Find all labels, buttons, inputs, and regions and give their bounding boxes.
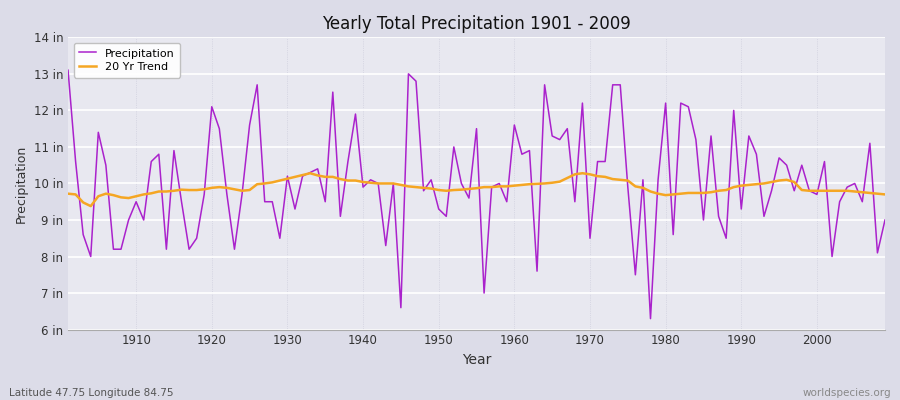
Precipitation [501, 199, 512, 204]
Legend: Precipitation, 20 Yr Trend: Precipitation, 20 Yr Trend [74, 43, 180, 78]
20 Yr Trend [130, 194, 141, 199]
Line: 20 Yr Trend: 20 Yr Trend [68, 173, 885, 206]
Precipitation [63, 68, 74, 73]
Line: Precipitation: Precipitation [68, 70, 885, 319]
Text: worldspecies.org: worldspecies.org [803, 388, 891, 398]
20 Yr Trend [879, 192, 890, 197]
Precipitation [645, 316, 656, 321]
Precipitation [290, 207, 301, 212]
20 Yr Trend [350, 178, 361, 183]
Precipitation [123, 218, 134, 222]
20 Yr Trend [524, 182, 535, 186]
20 Yr Trend [615, 178, 626, 182]
20 Yr Trend [297, 173, 308, 178]
Text: Latitude 47.75 Longitude 84.75: Latitude 47.75 Longitude 84.75 [9, 388, 174, 398]
Y-axis label: Precipitation: Precipitation [15, 144, 28, 222]
Precipitation [879, 218, 890, 222]
X-axis label: Year: Year [462, 353, 491, 367]
20 Yr Trend [305, 171, 316, 176]
20 Yr Trend [86, 204, 96, 208]
20 Yr Trend [517, 182, 527, 187]
20 Yr Trend [63, 191, 74, 196]
Precipitation [508, 123, 519, 128]
Precipitation [599, 159, 610, 164]
Title: Yearly Total Precipitation 1901 - 2009: Yearly Total Precipitation 1901 - 2009 [322, 15, 631, 33]
Precipitation [335, 214, 346, 219]
